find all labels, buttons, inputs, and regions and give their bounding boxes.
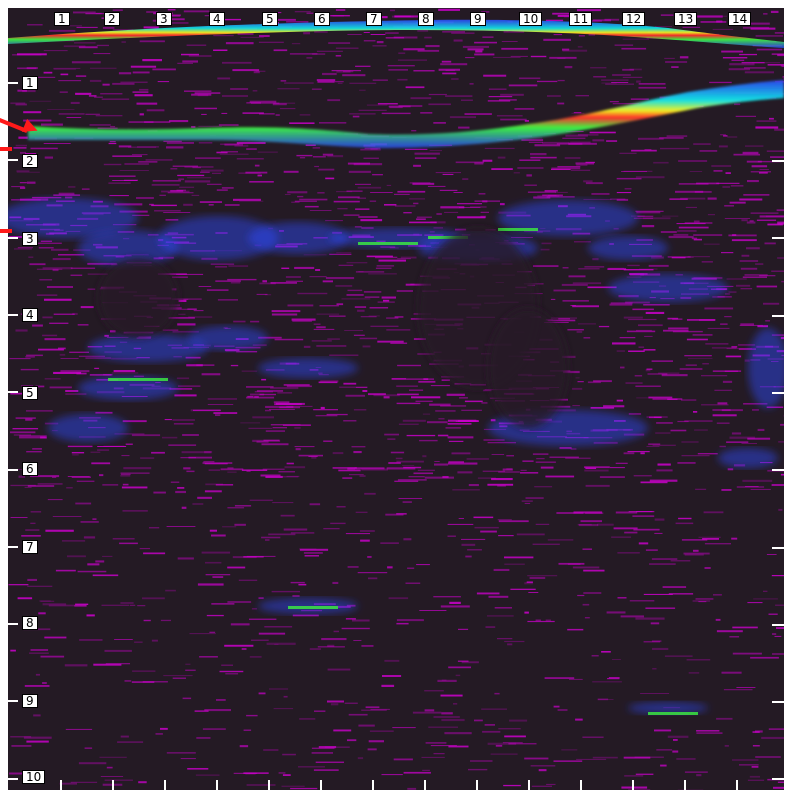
top-tick-label: 14 [728, 12, 752, 26]
left-tick-label: 2 [22, 154, 38, 168]
top-tick-label: 3 [156, 12, 172, 26]
left-tick-label: 4 [22, 308, 38, 322]
right-tick-mark [772, 391, 784, 394]
left-tick-mark [8, 236, 18, 239]
left-tick-label: 8 [22, 616, 38, 630]
left-tick-mark [8, 545, 18, 548]
right-tick-mark [772, 314, 784, 317]
left-tick-label: 5 [22, 386, 38, 400]
top-tick-label: 5 [262, 12, 278, 26]
bottom-tick-mark [476, 780, 478, 790]
left-tick-label: 3 [22, 232, 38, 246]
top-tick-label: 7 [366, 12, 382, 26]
top-tick-label: 9 [470, 12, 486, 26]
left-tick-mark [8, 468, 18, 471]
left-tick-mark [8, 82, 18, 84]
bottom-tick-mark [268, 780, 270, 790]
left-tick-mark [8, 623, 18, 626]
top-tick-label: 6 [314, 12, 330, 26]
bottom-tick-mark [164, 780, 166, 790]
bottom-tick-mark [216, 780, 218, 790]
left-tick-mark [8, 313, 18, 316]
right-tick-mark [772, 546, 784, 549]
right-tick-mark [772, 237, 784, 240]
left-tick-label: 7 [22, 540, 38, 554]
bottom-tick-mark [372, 780, 374, 790]
top-tick-label: 1 [54, 12, 70, 26]
interface-reflection [28, 80, 784, 148]
left-tick-mark [8, 159, 18, 162]
top-tick-label: 4 [209, 12, 225, 26]
marker-dash [0, 147, 12, 151]
right-tick-mark [772, 160, 784, 162]
top-tick-label: 8 [418, 12, 434, 26]
surface-reflection [8, 19, 784, 48]
left-tick-label: 9 [22, 694, 38, 708]
right-tick-mark [772, 623, 784, 626]
bottom-tick-mark [736, 780, 738, 790]
right-tick-mark [772, 701, 784, 704]
top-tick-label: 11 [569, 12, 593, 26]
bottom-tick-mark [632, 780, 634, 790]
right-tick-mark [772, 778, 784, 781]
bottom-tick-mark [320, 780, 322, 790]
marker-dash [0, 229, 12, 233]
bottom-tick-mark [684, 780, 686, 790]
top-tick-label: 12 [622, 12, 646, 26]
radargram-image: 1 2 3 4 5 6 7 8 9 10 11 12 13 14 1 2 3 4… [8, 8, 784, 790]
left-tick-mark [8, 777, 18, 780]
left-tick-mark [8, 391, 18, 394]
top-tick-label: 2 [104, 12, 120, 26]
left-tick-label: 1 [22, 76, 38, 90]
left-tick-mark [8, 700, 18, 703]
bottom-tick-mark [424, 780, 426, 790]
bottom-tick-mark [112, 780, 114, 790]
right-tick-mark [772, 469, 784, 472]
top-tick-label: 13 [674, 12, 698, 26]
left-tick-label: 10 [22, 770, 46, 784]
echo-clusters [8, 198, 784, 715]
bottom-tick-mark [60, 780, 62, 790]
left-tick-label: 6 [22, 462, 38, 476]
top-tick-label: 10 [519, 12, 543, 26]
bottom-tick-mark [528, 780, 530, 790]
radargram-canvas [8, 8, 784, 790]
bottom-tick-mark [580, 780, 582, 790]
